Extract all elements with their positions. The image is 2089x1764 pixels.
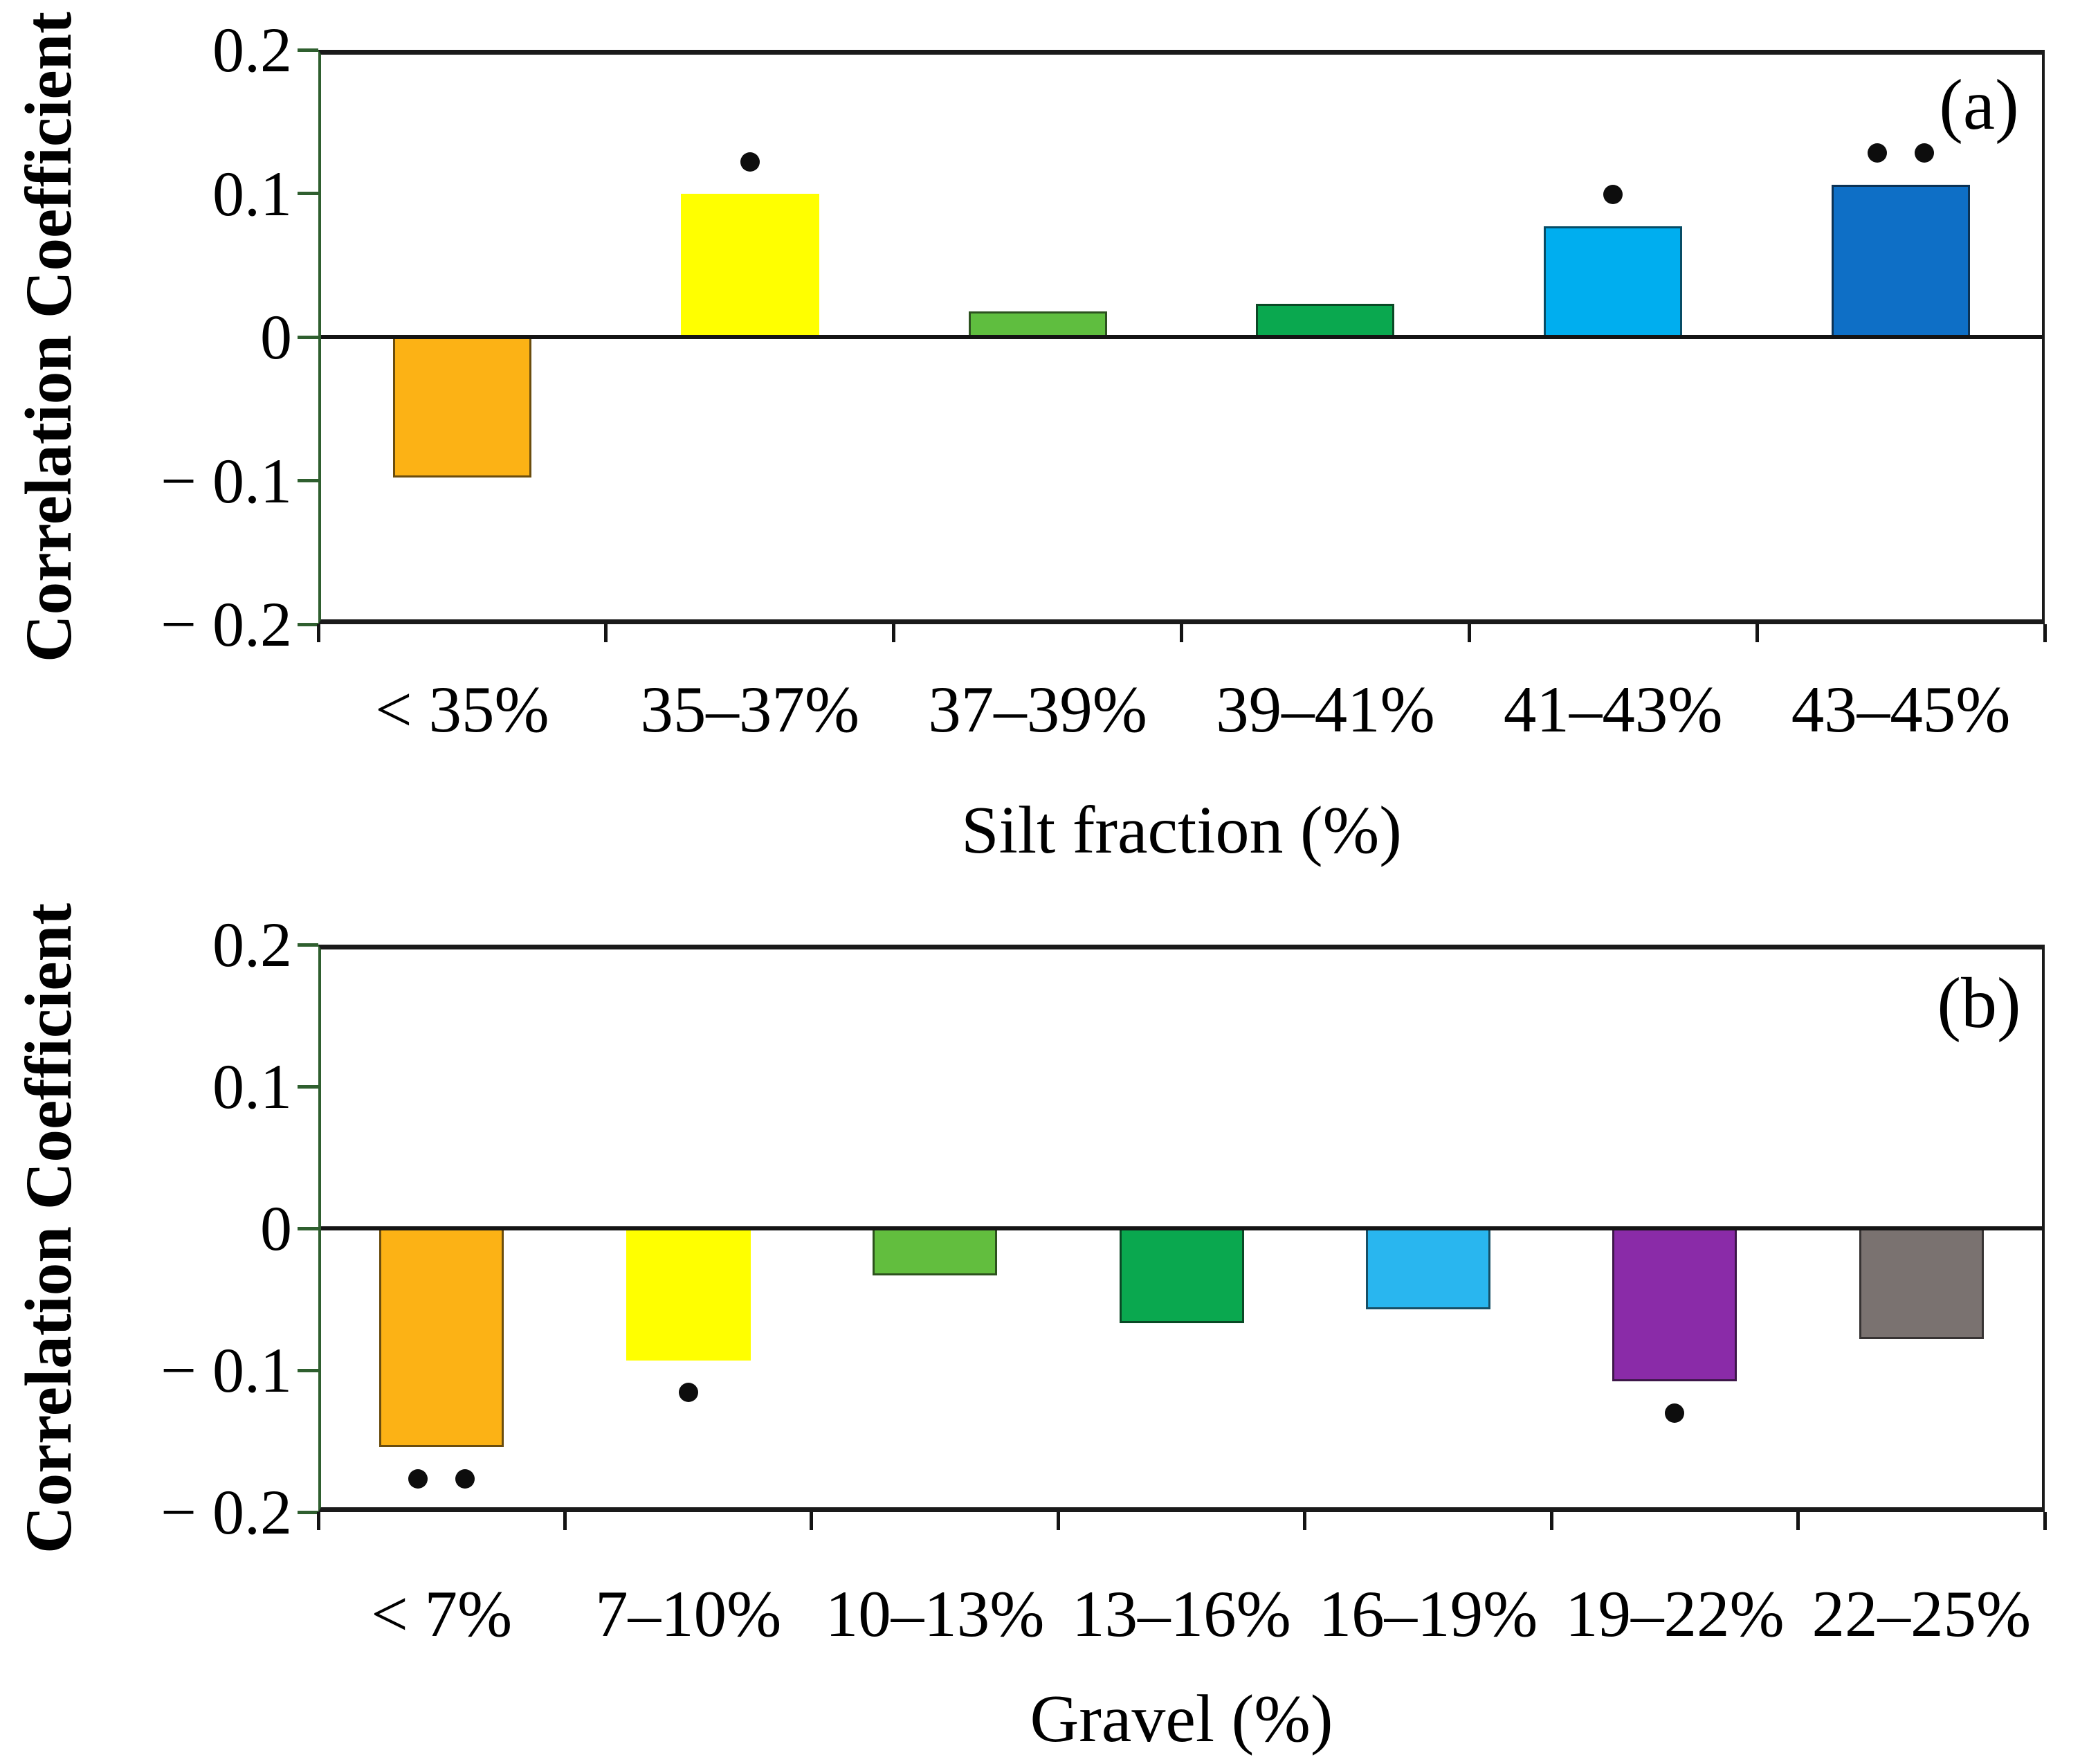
y-tick-label: 0.2 <box>212 15 292 85</box>
y-tick-mark <box>298 1510 318 1514</box>
x-tick-mark <box>2043 1512 2047 1530</box>
bar <box>392 337 531 478</box>
x-tick-label: 39–41% <box>1216 673 1435 746</box>
significance-marker <box>408 1469 428 1489</box>
x-tick-mark <box>1549 1512 1553 1530</box>
x-tick-label: 7–10% <box>595 1577 782 1651</box>
x-tick-mark <box>892 624 896 642</box>
x-tick-label: 35–37% <box>640 673 860 746</box>
x-tick-mark <box>1467 624 1471 642</box>
x-tick-label: 13–16% <box>1072 1577 1291 1651</box>
significance-marker <box>1868 143 1888 163</box>
y-tick-mark <box>298 1368 318 1372</box>
y-tick-mark <box>298 335 318 339</box>
y-tick-label: − 0.1 <box>161 445 292 516</box>
x-tick-label: < 7% <box>371 1577 513 1651</box>
x-tick-mark <box>2043 624 2047 642</box>
x-tick-mark <box>1180 624 1183 642</box>
x-tick-label: 19–22% <box>1565 1577 1785 1651</box>
zero-line <box>318 335 2045 339</box>
x-tick-label: 43–45% <box>1791 673 2011 746</box>
bar <box>1544 226 1683 339</box>
y-tick-label: 0 <box>260 302 292 372</box>
x-tick-mark <box>1796 1512 1800 1530</box>
significance-marker <box>678 1382 698 1402</box>
y-tick-mark <box>298 622 318 626</box>
y-tick-mark <box>298 943 318 947</box>
y-tick-mark <box>298 48 318 52</box>
significance-marker <box>1603 185 1623 205</box>
x-tick-label: 10–13% <box>825 1577 1045 1651</box>
y-tick-mark <box>298 479 318 482</box>
x-tick-mark <box>316 1512 320 1530</box>
x-tick-mark <box>1303 1512 1307 1530</box>
bar <box>680 193 819 339</box>
bar <box>1612 1228 1737 1382</box>
bar <box>379 1228 504 1447</box>
bar <box>873 1228 998 1275</box>
x-tick-mark <box>563 1512 567 1530</box>
y-tick-label: 0 <box>260 1193 292 1264</box>
x-axis-title: Gravel (%) <box>1030 1682 1333 1756</box>
x-tick-label: 22–25% <box>1812 1577 2032 1651</box>
bar <box>1859 1228 1984 1339</box>
x-tick-label: 16–19% <box>1318 1577 1538 1651</box>
x-tick-label: < 35% <box>375 673 549 746</box>
y-tick-label: − 0.2 <box>161 589 292 660</box>
y-tick-label: 0.1 <box>212 1051 292 1122</box>
x-tick-label: 37–39% <box>928 673 1147 746</box>
x-tick-mark <box>1755 624 1759 642</box>
significance-marker <box>1665 1403 1685 1424</box>
zero-line <box>318 1226 2045 1230</box>
significance-marker <box>740 152 760 172</box>
y-tick-label: − 0.2 <box>161 1477 292 1547</box>
panel-letter-label: (a) <box>1939 65 2019 145</box>
x-tick-mark <box>604 624 608 642</box>
panel-letter-label: (b) <box>1937 963 2021 1043</box>
significance-marker <box>455 1469 475 1489</box>
significance-marker <box>1915 143 1935 163</box>
y-tick-mark <box>298 1084 318 1089</box>
y-tick-label: − 0.1 <box>161 1335 292 1406</box>
x-tick-mark <box>810 1512 814 1530</box>
plot-frame <box>318 945 2045 1512</box>
y-tick-label: 0.1 <box>212 158 292 229</box>
y-tick-mark <box>298 192 318 195</box>
y-tick-mark <box>298 1226 318 1230</box>
y-tick-label: 0.2 <box>212 909 292 980</box>
x-axis-title: Silt fraction (%) <box>961 793 1402 868</box>
bar <box>1119 1228 1244 1324</box>
x-tick-label: 41–43% <box>1503 673 1723 746</box>
x-tick-mark <box>316 624 320 642</box>
x-tick-mark <box>1056 1512 1060 1530</box>
plot-frame <box>318 50 2045 624</box>
